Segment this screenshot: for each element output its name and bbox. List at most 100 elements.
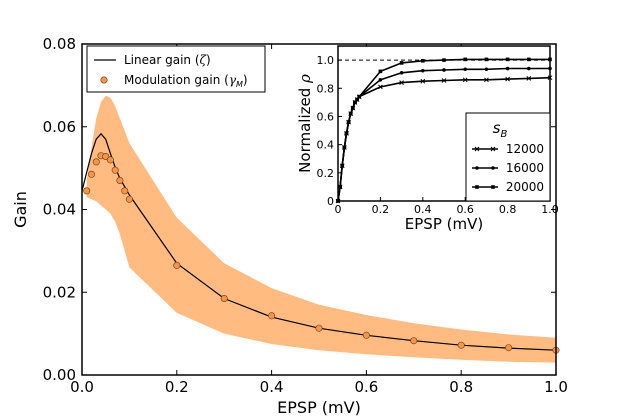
modulation-gain-point xyxy=(111,166,119,174)
gain-band xyxy=(86,95,556,363)
inset-y-tick-label: 0 xyxy=(327,195,334,208)
inset-y-tick-label: 0.2 xyxy=(317,167,335,180)
inset-x-tick-label: 1.0 xyxy=(541,203,559,216)
inset-series-marker xyxy=(399,80,404,85)
inset-series-marker xyxy=(484,77,489,83)
inset-series-marker xyxy=(462,77,468,83)
inset-series-marker xyxy=(463,67,468,72)
inset-legend: sB 12000 16000 20000 xyxy=(465,112,551,202)
inset-series-marker xyxy=(421,58,425,63)
inset-legend-swatch-marker xyxy=(474,146,480,152)
legend-linear-gain: Linear gain (ζ) xyxy=(124,53,211,67)
inset-y-tick-label: 0.4 xyxy=(317,139,335,152)
modulation-gain-point xyxy=(83,187,91,195)
main-y-axis-label: Gain xyxy=(11,191,30,228)
modulation-gain-point xyxy=(457,341,465,349)
inset-series-marker xyxy=(340,163,345,168)
inset-series-marker xyxy=(338,185,342,189)
inset-series-marker xyxy=(484,57,489,62)
inset-legend-swatch-marker xyxy=(475,166,479,170)
inset-y-tick-label: 0.8 xyxy=(317,82,335,95)
inset-series-marker xyxy=(399,61,404,65)
modulation-gain-point xyxy=(505,344,513,352)
inset-series-marker xyxy=(357,94,361,99)
inset-legend-title-subscript: B xyxy=(500,129,507,140)
inset-series-marker xyxy=(463,57,467,62)
inset-y-ticks: 0 0.2 0.4 0.6 0.8 1.0 xyxy=(317,54,342,208)
main-legend-box xyxy=(86,45,266,93)
inset-y-label-text: Normalized xyxy=(296,83,314,173)
inset-series-marker xyxy=(348,111,353,116)
inset-x-tick-label: 0.8 xyxy=(499,203,517,216)
main-y-tick-label: 0.04 xyxy=(43,201,76,219)
inset-series-marker xyxy=(399,70,404,75)
main-y-tick-label: 0.00 xyxy=(43,366,76,384)
inset-legend-swatch-marker xyxy=(490,146,496,152)
legend-linear-gain-text: Linear gain ( xyxy=(124,53,200,67)
inset-series-marker xyxy=(346,120,351,124)
main-x-tick-label: 0.2 xyxy=(165,378,189,396)
legend-gamma-symbol: γ xyxy=(229,73,237,87)
legend-zeta-symbol: ζ xyxy=(200,53,208,67)
main-x-ticks: 0.0 0.2 0.4 0.6 0.8 1.0 xyxy=(70,44,568,396)
inset-legend-label: 20000 xyxy=(506,180,544,194)
inset-legend-swatch-marker xyxy=(475,185,479,189)
legend-close-paren-2: ) xyxy=(243,73,248,87)
modulation-gain-point xyxy=(88,170,96,178)
inset-series-marker xyxy=(441,78,447,83)
inset-x-axis-label: EPSP (mV) xyxy=(405,215,483,233)
inset-series-marker xyxy=(505,76,510,82)
modulation-gain-point xyxy=(362,331,370,339)
inset-chart: 0 0.2 0.4 0.6 0.8 1.0 0 0.2 0.4 0.6 0.8 1.0 EPSP (… xyxy=(296,45,559,233)
legend-dot-swatch xyxy=(100,76,108,84)
main-y-tick-label: 0.02 xyxy=(43,283,76,301)
modulation-gain-point xyxy=(315,324,323,332)
inset-series-marker xyxy=(420,78,426,84)
legend-modulation-gain: Modulation gain (γM) xyxy=(124,73,248,89)
legend-modulation-gain-text: Modulation gain ( xyxy=(124,73,229,87)
main-x-tick-label: 0.8 xyxy=(449,378,473,396)
inset-series-marker xyxy=(484,67,489,72)
inset-legend-entry: 20000 xyxy=(472,180,544,194)
main-y-tick-label: 0.08 xyxy=(43,35,76,53)
modulation-gain-point xyxy=(125,195,133,203)
main-x-tick-label: 0.6 xyxy=(354,378,378,396)
inset-x-tick-label: 0.2 xyxy=(372,203,390,216)
legend-close-paren-1: ) xyxy=(206,53,211,67)
inset-series-marker xyxy=(378,84,383,90)
inset-series-marker xyxy=(527,66,531,71)
inset-y-tick-label: 0.6 xyxy=(317,110,335,123)
inset-series-marker xyxy=(353,100,357,105)
main-x-tick-label: 0.4 xyxy=(260,378,284,396)
inset-series-marker xyxy=(355,97,359,102)
inset-rho-symbol: ρ xyxy=(296,74,314,84)
modulation-gain-point xyxy=(410,337,418,345)
inset-series-marker xyxy=(442,68,446,72)
main-y-tick-label: 0.06 xyxy=(43,118,76,136)
inset-legend-title: sB xyxy=(493,119,508,140)
main-y-ticks: 0.00 0.02 0.04 0.06 0.08 xyxy=(43,35,556,384)
inset-series-marker xyxy=(505,57,510,62)
main-x-tick-label: 1.0 xyxy=(544,378,568,396)
inset-x-tick-label: 0.4 xyxy=(414,203,432,216)
modulation-gain-point xyxy=(106,156,114,164)
inset-x-tick-label: 0.6 xyxy=(456,203,474,216)
inset-legend-swatch-marker xyxy=(491,166,495,170)
legend-gamma-subscript: M xyxy=(236,80,243,89)
main-chart: 0.0 0.2 0.4 0.6 0.8 1.0 0.000.020.040.060.08 … xyxy=(11,35,568,417)
inset-legend-title-symbol: s xyxy=(493,119,501,137)
inset-legend-entries: 12000 16000 20000 xyxy=(472,142,544,194)
inset-series-marker xyxy=(378,78,383,82)
inset-series-marker xyxy=(527,57,531,62)
inset-legend-entry: 12000 xyxy=(472,142,544,156)
inset-series-marker xyxy=(442,58,446,62)
inset-y-tick-label: 1.0 xyxy=(317,54,335,67)
main-x-axis-label: EPSP (mV) xyxy=(277,398,361,417)
modulation-gain-point xyxy=(92,158,100,166)
inset-series-marker xyxy=(378,69,383,74)
inset-y-axis-label: Normalized ρ xyxy=(296,74,314,173)
inset-series-marker xyxy=(342,145,347,150)
inset-legend-label: 16000 xyxy=(506,161,544,175)
modulation-gain-point xyxy=(220,294,228,302)
